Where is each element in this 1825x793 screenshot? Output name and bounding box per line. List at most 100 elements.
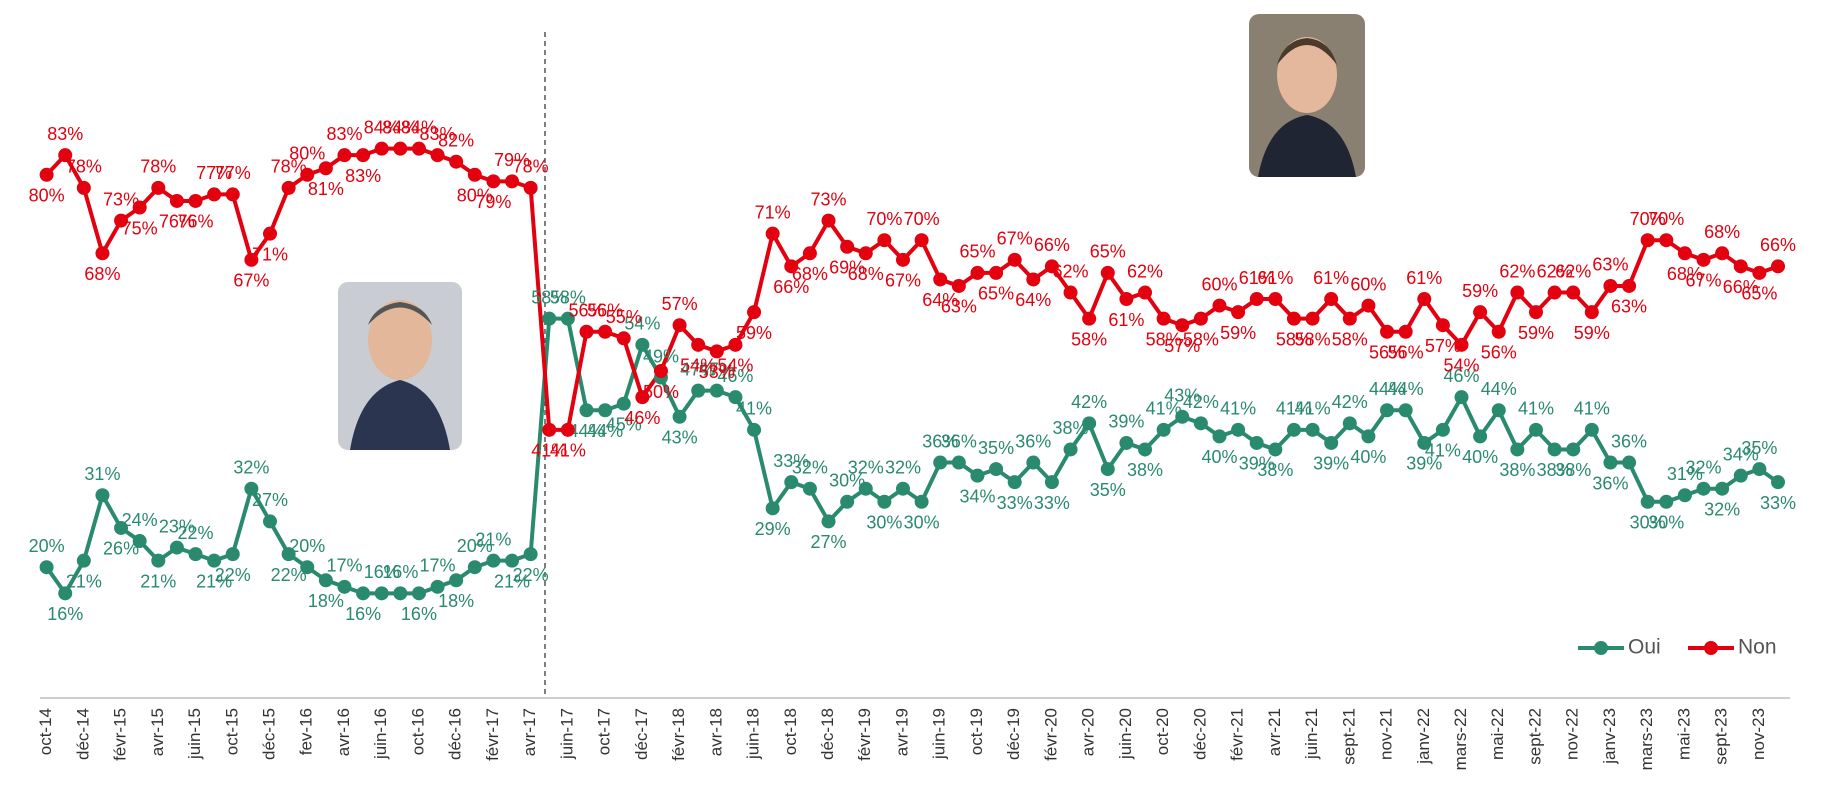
data-point	[393, 141, 408, 156]
data-point	[132, 534, 147, 549]
x-tick-label: févr-21	[1228, 708, 1247, 761]
data-point	[1268, 292, 1283, 307]
x-tick-label: févr-18	[669, 708, 688, 761]
data-label: 80%	[457, 186, 493, 206]
data-label: 67%	[997, 229, 1033, 249]
data-point	[1063, 285, 1078, 300]
data-label: 70%	[904, 209, 940, 229]
data-label: 16%	[401, 604, 437, 624]
x-tick-label: déc-20	[1190, 708, 1209, 760]
data-point	[709, 344, 724, 359]
data-label: 43%	[1164, 386, 1200, 406]
data-label: 41%	[1425, 441, 1461, 461]
data-point	[895, 481, 910, 496]
data-label: 67%	[233, 271, 269, 291]
data-label: 59%	[1462, 281, 1498, 301]
x-tick-label: avr-20	[1079, 708, 1098, 756]
data-label: 66%	[1723, 277, 1759, 297]
x-tick-label: févr-15	[111, 708, 130, 761]
data-label: 44%	[1369, 379, 1405, 399]
data-label: 59%	[1574, 323, 1610, 343]
data-point	[598, 403, 613, 418]
data-point	[1212, 298, 1227, 313]
data-point	[542, 422, 557, 437]
data-point	[1231, 422, 1246, 437]
x-tick-label: avr-16	[334, 708, 353, 756]
data-label: 24%	[122, 510, 158, 530]
data-label: 65%	[1090, 242, 1126, 262]
x-tick-label: mai-23	[1674, 708, 1693, 760]
data-point	[1677, 246, 1692, 261]
data-label: 16%	[364, 562, 400, 582]
data-point	[1007, 475, 1022, 490]
data-point	[1026, 272, 1041, 287]
data-point	[1473, 429, 1488, 444]
data-point	[1175, 409, 1190, 424]
data-point	[1231, 305, 1246, 320]
data-point	[1082, 416, 1097, 431]
data-point	[1547, 442, 1562, 457]
data-label: 83%	[47, 124, 83, 144]
data-label: 56%	[568, 301, 604, 321]
data-point	[505, 553, 520, 568]
data-point	[1752, 265, 1767, 280]
data-point	[1473, 305, 1488, 320]
data-label: 63%	[1611, 297, 1647, 317]
data-point	[1268, 442, 1283, 457]
data-point	[1640, 494, 1655, 509]
data-point	[318, 161, 333, 176]
data-label: 16%	[382, 562, 418, 582]
data-point	[374, 586, 389, 601]
data-label: 40%	[1462, 447, 1498, 467]
data-label: 62%	[1127, 261, 1163, 281]
data-label: 67%	[1686, 271, 1722, 291]
data-point	[1491, 403, 1506, 418]
x-tick-label: oct-15	[222, 708, 241, 755]
legend-label: Oui	[1628, 636, 1661, 659]
data-point	[1249, 435, 1264, 450]
data-label: 39%	[1406, 454, 1442, 474]
data-point	[467, 167, 482, 182]
data-label: 66%	[1034, 235, 1070, 255]
data-point	[114, 520, 129, 535]
data-point	[1212, 429, 1227, 444]
data-label: 36%	[941, 431, 977, 451]
data-label: 58%	[1276, 329, 1312, 349]
data-label: 68%	[792, 264, 828, 284]
data-point	[1398, 324, 1413, 339]
x-tick-label: oct-18	[781, 708, 800, 755]
data-point	[579, 324, 594, 339]
data-label: 38%	[1257, 460, 1293, 480]
data-point	[635, 337, 650, 352]
data-point	[635, 390, 650, 405]
x-tick-label: juin-16	[371, 708, 390, 760]
data-label: 38%	[1555, 460, 1591, 480]
x-tick-label: juin-19	[930, 708, 949, 760]
data-label: 68%	[84, 264, 120, 284]
data-point	[114, 213, 129, 228]
data-label: 57%	[1164, 336, 1200, 356]
data-point	[1491, 324, 1506, 339]
data-point	[542, 311, 557, 326]
data-label: 40%	[1201, 447, 1237, 467]
data-label: 64%	[922, 290, 958, 310]
x-tick-label: avr-17	[520, 708, 539, 756]
data-label: 30%	[1630, 513, 1666, 533]
data-point	[1398, 403, 1413, 418]
data-label: 56%	[1388, 343, 1424, 363]
data-point	[505, 174, 520, 189]
data-label: 58%	[1183, 329, 1219, 349]
data-point	[356, 148, 371, 163]
data-label: 68%	[848, 264, 884, 284]
x-tick-label: févr-19	[855, 708, 874, 761]
data-label: 32%	[792, 457, 828, 477]
data-point	[1566, 442, 1581, 457]
data-point	[560, 422, 575, 437]
data-label: 22%	[513, 565, 549, 585]
data-label: 75%	[122, 218, 158, 238]
data-label: 58%	[550, 287, 586, 307]
data-label: 83%	[326, 124, 362, 144]
data-point	[1510, 442, 1525, 457]
data-point	[132, 200, 147, 215]
data-label: 61%	[1108, 310, 1144, 330]
